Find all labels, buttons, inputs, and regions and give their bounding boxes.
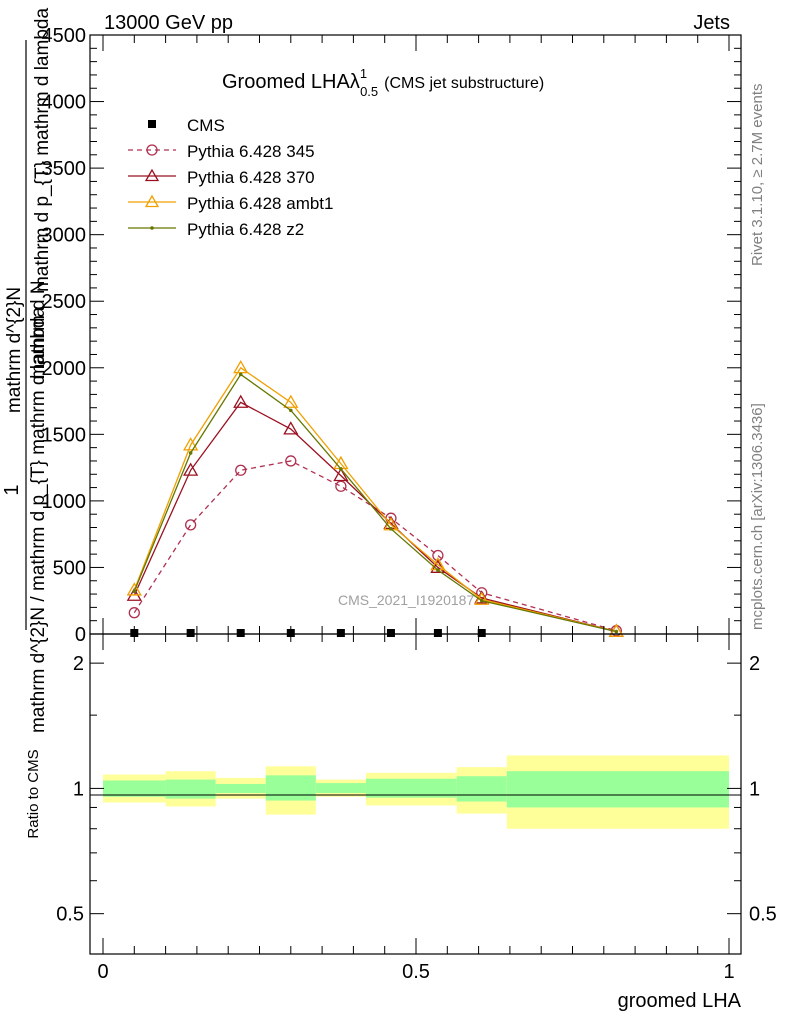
main-panel: 0 500 1000 1500 2000 2500 3000 3500 4000 4500 Gro… [1, 8, 742, 733]
y-tick-label: 1000 [42, 491, 87, 513]
cms-data-point [336, 629, 345, 637]
dot-marker [339, 467, 343, 471]
ratio-band-inner [265, 775, 316, 801]
legend-label: Pythia 6.428 ambt1 [187, 194, 333, 213]
ratio-band-inner [365, 778, 416, 798]
y-tick-label: 3000 [42, 225, 87, 247]
series-0 [130, 629, 486, 637]
cms-data-point [433, 629, 442, 637]
triangle-marker [283, 394, 299, 408]
y-label-top-denominator: mathrm d p_{T} mathrm d lambda [32, 8, 53, 292]
triangle-marker [126, 582, 142, 596]
dot-marker [614, 629, 619, 634]
series-line [133, 366, 617, 632]
triangle-marker [233, 394, 249, 408]
ratio-band-inner [416, 778, 457, 798]
legend-item: Pythia 6.428 345 [128, 142, 315, 161]
ratio-band-inner [165, 779, 216, 799]
legend-item: CMS [148, 116, 225, 135]
y-label-denominator: mathrm d N [28, 280, 49, 379]
legend-label: Pythia 6.428 345 [187, 142, 315, 161]
series-4 [132, 372, 619, 634]
ratio-y-axis-label: Ratio to CMS [25, 749, 42, 838]
triangle-marker [183, 437, 199, 451]
ratio-band-inner [506, 771, 729, 808]
y-tick-label: 4000 [42, 92, 87, 114]
circle-marker [335, 480, 347, 492]
y-tick-label: 2000 [42, 358, 87, 380]
ratio-y-tick-label: 2 [73, 653, 84, 675]
x-tick-label: 1 [723, 961, 734, 983]
dot-marker [150, 226, 154, 230]
ratio-y-tick-label-right: 2 [749, 653, 760, 675]
dot-marker [289, 408, 293, 413]
ratio-band-inner [315, 783, 366, 793]
ratio-panel: 0.5 0.5 1 1 2 2 0 0.5 1 Ratio to CMS groomed LH… [25, 633, 777, 1012]
y-tick-label: 3500 [42, 158, 87, 180]
circle-marker [285, 455, 297, 467]
y-tick-label: 2500 [42, 291, 87, 313]
cms-data-point [236, 629, 245, 637]
y-label-numerator: mathrm d^{2}N / mathrm d p_{T} mathrm d … [28, 307, 49, 733]
triangle-marker [144, 194, 160, 208]
dot-marker [436, 568, 440, 572]
observable-group-label: Jets [693, 12, 730, 34]
ratio-y-tick-label: 1 [73, 778, 84, 800]
cms-data-point [148, 120, 156, 128]
ratio-band-inner [456, 776, 507, 802]
process-label: 13000 GeV pp [104, 12, 233, 34]
dot-marker [188, 451, 193, 455]
y-tick-label: 4500 [42, 25, 87, 47]
y-tick-label: 500 [53, 557, 86, 579]
cms-data-point [186, 629, 195, 637]
main-y-axis-label: 1 mathrm d^{2}N mathrm d p_{T} mathrm d … [1, 8, 53, 733]
triangle-marker [183, 462, 199, 476]
chart-title: Groomed LHAλ1 0.5 (CMS jet substructure) [222, 66, 544, 99]
mcplots-reference-label: mcplots.cern.ch [arXiv:1306.3436] [749, 403, 766, 630]
legend-item: Pythia 6.428 ambt1 [128, 194, 333, 213]
legend-label: Pythia 6.428 z2 [187, 220, 304, 239]
x-tick-label: 0 [97, 961, 108, 983]
ratio-band-inner [103, 780, 166, 797]
ratio-y-tick-label-right: 0.5 [749, 904, 777, 926]
series-1 [128, 455, 622, 637]
y-tick-label: 0 [75, 624, 86, 646]
ratio-band-inner [215, 783, 266, 793]
ratio-y-tick-label: 0.5 [56, 904, 84, 926]
dot-marker [132, 589, 137, 594]
y-tick-label: 1500 [42, 424, 87, 446]
legend-label: CMS [187, 116, 225, 135]
x-axis-label: groomed LHA [618, 990, 742, 1012]
analysis-watermark: CMS_2021_I1920187 [338, 592, 474, 608]
circle-marker [184, 519, 197, 531]
circle-marker [146, 144, 158, 156]
y-label-prefix: 1 [1, 484, 23, 495]
cms-data-point [477, 629, 486, 637]
triangle-marker [144, 168, 160, 182]
circle-marker [128, 607, 140, 619]
legend-item: Pythia 6.428 370 [128, 168, 315, 187]
x-tick-label: 0.5 [402, 961, 430, 983]
legend-item: Pythia 6.428 z2 [128, 220, 304, 239]
triangle-marker [333, 467, 349, 482]
ratio-y-tick-label-right: 1 [749, 778, 760, 800]
circle-marker [235, 464, 247, 476]
cms-data-point [386, 629, 395, 637]
legend-label: Pythia 6.428 370 [187, 168, 315, 187]
legend: CMS Pythia 6.428 345 Pythia 6.428 370 Pythi… [128, 116, 333, 239]
series-line [133, 460, 617, 632]
triangle-marker [283, 421, 299, 435]
dot-marker [389, 527, 393, 531]
y-label-top: mathrm d^{2}N [4, 287, 25, 413]
rivet-version-label: Rivet 3.1.10, ≥ 2.7M events [749, 84, 766, 267]
dot-marker [238, 372, 243, 377]
dot-marker [479, 598, 484, 603]
